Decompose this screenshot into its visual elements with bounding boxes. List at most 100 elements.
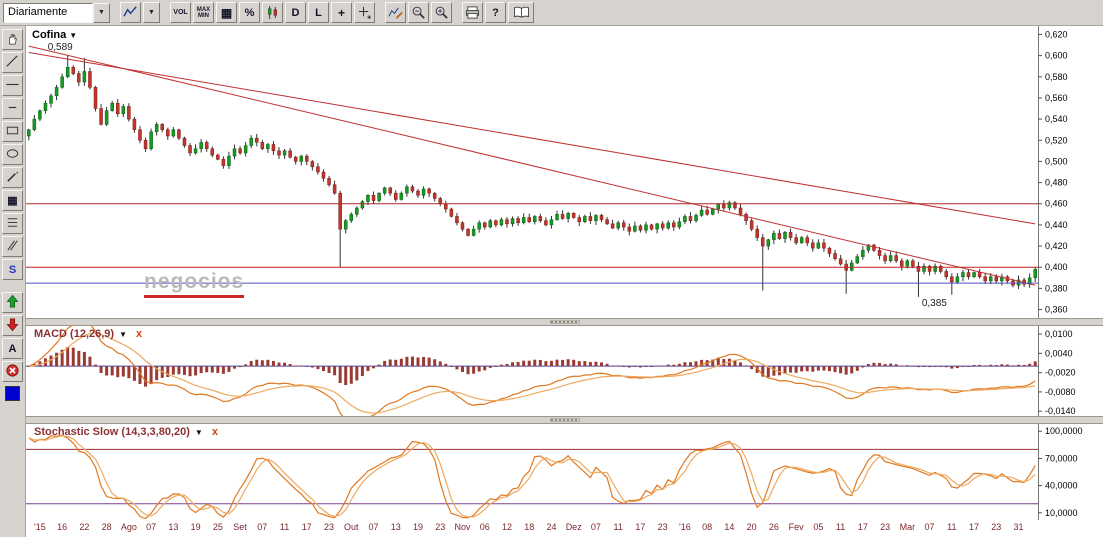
- delete-icon: [5, 363, 20, 381]
- study-edit-icon: [388, 5, 403, 20]
- crosshair-icon: +: [337, 5, 345, 20]
- svg-text:0,0100: 0,0100: [1045, 329, 1073, 339]
- svg-text:0,540: 0,540: [1045, 114, 1068, 124]
- arrow-down-button[interactable]: [2, 315, 23, 336]
- macd-pane[interactable]: MACD (12,26,9) ▼ x 0,0100 0,0040 -0,0020 -0…: [26, 326, 1103, 416]
- toolbar-separator: [162, 2, 168, 23]
- x-axis-label: 23: [991, 522, 1002, 532]
- svg-text:-0,0020: -0,0020: [1045, 368, 1076, 378]
- chart-type-button[interactable]: [120, 2, 141, 23]
- parallel-lines-button[interactable]: [2, 236, 23, 257]
- x-axis-label: 11: [835, 522, 846, 532]
- print-button[interactable]: [462, 2, 483, 23]
- x-axis-label: 23: [657, 522, 668, 532]
- top-toolbar: Diariamente ▼ ▼ VOL MAX MIN ▦ % D L + ?: [0, 0, 1103, 26]
- interval-value[interactable]: Diariamente: [3, 2, 93, 23]
- x-axis-label: 05: [813, 522, 824, 532]
- maxmin-label-max: MAX: [196, 6, 211, 13]
- svg-text:100,0000: 100,0000: [1045, 426, 1083, 436]
- x-axis-label: 22: [79, 522, 90, 532]
- color-swatch-icon[interactable]: [5, 386, 20, 401]
- grid-toggle-button[interactable]: ▦: [216, 2, 237, 23]
- price-chart-pane[interactable]: Cofina ▼ 0,589 0,385 negocios 0,620 0,600…: [26, 26, 1103, 318]
- arrow-up-button[interactable]: [2, 292, 23, 313]
- percent-scale-button[interactable]: %: [239, 2, 260, 23]
- ellipse-button[interactable]: [2, 144, 23, 165]
- pencil-button[interactable]: [2, 167, 23, 188]
- x-axis-label: 13: [390, 522, 401, 532]
- macd-dropdown-icon[interactable]: ▼: [119, 329, 127, 339]
- zoom-out-button[interactable]: [408, 2, 429, 23]
- horizontal-line-icon: [5, 77, 20, 95]
- splitter-grip-icon[interactable]: [549, 418, 580, 422]
- negocios-watermark: negocios: [144, 270, 245, 298]
- x-axis-label: 23: [880, 522, 891, 532]
- volume-toggle-button[interactable]: VOL: [170, 2, 191, 23]
- svg-text:0,520: 0,520: [1045, 135, 1068, 145]
- zoom-in-button[interactable]: [431, 2, 452, 23]
- x-axis-label: Nov: [454, 522, 471, 532]
- horizontal-line-button[interactable]: [2, 75, 23, 96]
- x-axis-label: 17: [301, 522, 312, 532]
- macd-label: MACD (12,26,9) ▼ x: [34, 328, 142, 340]
- fibonacci-button[interactable]: [2, 213, 23, 234]
- toolbar-separator: [454, 2, 460, 23]
- svg-text:0,560: 0,560: [1045, 93, 1068, 103]
- interval-dropdown-arrow-icon[interactable]: ▼: [93, 2, 110, 23]
- text-tool-button[interactable]: A: [2, 338, 23, 359]
- study-edit-button[interactable]: [385, 2, 406, 23]
- trendline-button[interactable]: [2, 52, 23, 73]
- symbol-dropdown-icon[interactable]: ▼: [69, 30, 78, 40]
- rectangle-button[interactable]: [2, 121, 23, 142]
- x-axis-label: 19: [190, 522, 201, 532]
- x-axis-label: 08: [702, 522, 713, 532]
- crosshair-button[interactable]: +: [331, 2, 352, 23]
- x-axis-label: Dez: [565, 522, 582, 532]
- grid-icon: ▦: [220, 5, 233, 20]
- svg-text:0,360: 0,360: [1045, 305, 1068, 315]
- pane-splitter[interactable]: [26, 318, 1103, 326]
- svg-text:-0,0140: -0,0140: [1045, 406, 1076, 416]
- x-axis-label: 07: [924, 522, 935, 532]
- symbol-label[interactable]: Cofina ▼: [32, 29, 77, 41]
- chart-type-icon: [123, 5, 138, 20]
- line-mode-button[interactable]: L: [308, 2, 329, 23]
- stochastic-dropdown-icon[interactable]: ▼: [194, 427, 203, 437]
- pan-hand-button[interactable]: [2, 29, 23, 50]
- x-axis: '15 16 22 28 Ago 07 13 19 25 Set 07 11 17 23 Out 07 13 19…: [26, 520, 1103, 537]
- x-axis-label: '16: [679, 522, 691, 532]
- pane-splitter[interactable]: [26, 416, 1103, 424]
- ellipse-icon: [5, 146, 20, 164]
- maxmin-toggle-button[interactable]: MAX MIN: [193, 2, 214, 23]
- candlestick-style-button[interactable]: [262, 2, 283, 23]
- delete-button[interactable]: [2, 361, 23, 382]
- manual-icon: [513, 5, 530, 20]
- daily-mode-button[interactable]: D: [285, 2, 306, 23]
- segment-button[interactable]: [2, 98, 23, 119]
- x-axis-label: 23: [435, 522, 446, 532]
- toolbar-separator: [112, 2, 118, 23]
- macd-close-button[interactable]: x: [136, 328, 143, 340]
- x-axis-label: 24: [546, 522, 557, 532]
- interval-select[interactable]: Diariamente ▼: [3, 2, 110, 23]
- wave-tool-button[interactable]: S: [2, 259, 23, 280]
- x-axis-label: 16: [57, 522, 68, 532]
- x-axis-label: '15: [34, 522, 46, 532]
- arrow-down-icon: [5, 317, 20, 335]
- symbol-name: Cofina: [32, 29, 67, 41]
- svg-text:0,0040: 0,0040: [1045, 348, 1073, 358]
- manual-button[interactable]: [508, 2, 534, 23]
- x-axis-label: 14: [724, 522, 735, 532]
- trendline-icon: [5, 54, 20, 72]
- crosshair-add-button[interactable]: [354, 2, 375, 23]
- crosshair-add-icon: [357, 5, 372, 20]
- stochastic-close-button[interactable]: x: [211, 426, 218, 438]
- splitter-grip-icon[interactable]: [549, 320, 580, 324]
- chart-type-dropdown-arrow-icon[interactable]: ▼: [143, 2, 160, 23]
- maxmin-label-min: MIN: [198, 12, 209, 19]
- x-axis-label: Ago: [120, 522, 137, 532]
- pattern-button[interactable]: ▦: [2, 190, 23, 211]
- stochastic-pane[interactable]: Stochastic Slow (14,3,3,80,20) ▼ x 100,0…: [26, 424, 1103, 520]
- x-axis-label: 07: [368, 522, 379, 532]
- help-button[interactable]: ?: [485, 2, 506, 23]
